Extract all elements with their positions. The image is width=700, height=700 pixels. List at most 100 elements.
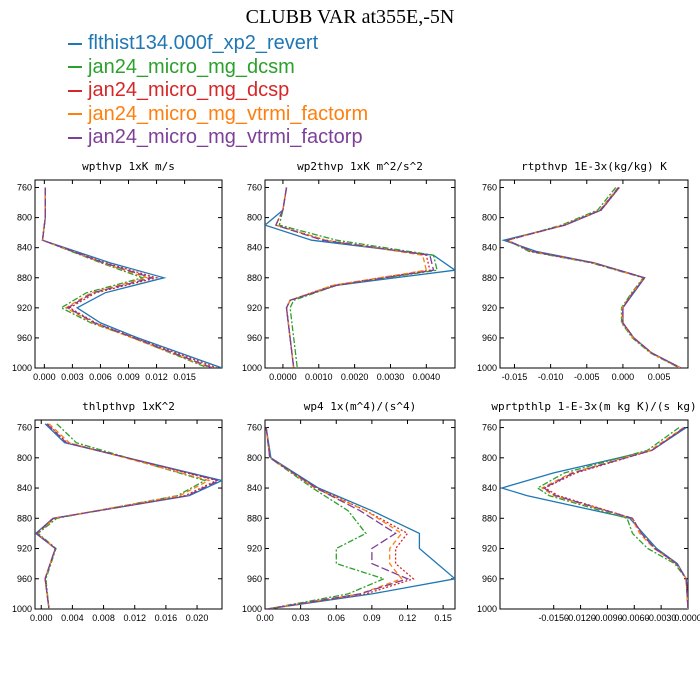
ytick-label-2-5: 960 bbox=[482, 333, 497, 343]
legend-item-3: jan24_micro_mg_vtrmi_factorm bbox=[68, 103, 368, 127]
xtick-label-4-2: 0.06 bbox=[327, 613, 345, 623]
legend-item-2: jan24_micro_mg_dcsp bbox=[68, 79, 368, 103]
panel-frame-0 bbox=[34, 179, 223, 369]
panel-title-3: thlpthvp 1xK^2 bbox=[82, 400, 175, 413]
series-line-5-4 bbox=[542, 427, 688, 609]
xtick-label-5-1: -0.0120 bbox=[565, 613, 596, 623]
panel-0: wpthvp 1xK m/s76080084088092096010000.00… bbox=[12, 160, 223, 382]
ytick-label-1-6: 1000 bbox=[242, 363, 262, 373]
ytick-label-0-6: 1000 bbox=[12, 363, 32, 373]
figure-title: CLUBB VAR at355E,-5N bbox=[245, 6, 455, 28]
xtick-label-2-2: -0.005 bbox=[574, 372, 600, 382]
panel-1: wp2thvp 1xK m^2/s^2 760 800 840 880 920 960 100… bbox=[242, 160, 456, 382]
legend-label-2: jan24_micro_mg_dcsp bbox=[88, 79, 290, 101]
legend-item-1: jan24_micro_mg_dcsm bbox=[68, 56, 368, 80]
xtick-label-0-1: 0.003 bbox=[61, 372, 84, 382]
series-line-1-2 bbox=[274, 187, 431, 368]
xtick-label-5-4: -0.0030 bbox=[646, 613, 677, 623]
ytick-label-4-1: 800 bbox=[247, 453, 262, 463]
ytick-label-1-2: 840 bbox=[247, 243, 262, 253]
panel-2: rtpthvp 1E-3x(kg/kg) K 760 800 840 880 920 960… bbox=[477, 160, 689, 382]
xtick-label-0-2: 0.006 bbox=[89, 372, 112, 382]
ytick-label-3-2: 840 bbox=[17, 483, 32, 493]
ytick-label-0-0: 760 bbox=[17, 183, 32, 193]
series-line-2-4 bbox=[505, 187, 682, 368]
ytick-label-2-3: 880 bbox=[482, 273, 497, 283]
xtick-label-5-0: -0.0150 bbox=[538, 613, 569, 623]
series-line-2-0 bbox=[501, 187, 682, 368]
legend: flthist134.000f_xp2_revert jan24_micro_m… bbox=[68, 32, 368, 150]
xtick-label-0-5: 0.015 bbox=[173, 372, 196, 382]
ytick-label-1-4: 920 bbox=[247, 303, 262, 313]
xtick-label-4-5: 0.15 bbox=[434, 613, 452, 623]
series-line-5-2 bbox=[543, 427, 688, 609]
xtick-label-5-5: 0.0000 bbox=[674, 613, 700, 623]
ytick-label-2-0: 760 bbox=[482, 183, 497, 193]
ytick-label-2-4: 920 bbox=[482, 303, 497, 313]
ytick-label-4-2: 840 bbox=[247, 483, 262, 493]
ytick-label-2-1: 800 bbox=[482, 213, 497, 223]
ytick-label-5-1: 800 bbox=[482, 453, 497, 463]
series-line-1-1 bbox=[278, 187, 438, 368]
ytick-label-3-0: 760 bbox=[17, 423, 32, 433]
panel-frame-3 bbox=[34, 419, 223, 610]
series-line-4-0 bbox=[265, 427, 455, 609]
ytick-label-1-3: 880 bbox=[247, 273, 262, 283]
xtick-label-4-1: 0.03 bbox=[292, 613, 310, 623]
xtick-label-3-1: 0.004 bbox=[61, 613, 84, 623]
ytick-label-0-5: 960 bbox=[17, 333, 32, 343]
xtick-label-0-0: 0.000 bbox=[33, 372, 56, 382]
legend-label-3: jan24_micro_mg_vtrmi_factorm bbox=[88, 102, 369, 125]
legend-swatch-0 bbox=[68, 42, 82, 45]
series-line-4-3 bbox=[265, 427, 403, 609]
legend-item-4: jan24_micro_mg_vtrmi_factorp bbox=[68, 126, 368, 150]
series-line-1-3 bbox=[274, 187, 428, 368]
ytick-label-5-3: 880 bbox=[482, 513, 497, 523]
ytick-label-5-6: 1000 bbox=[477, 604, 497, 614]
series-line-4-2 bbox=[265, 427, 415, 609]
ytick-label-4-4: 920 bbox=[247, 544, 262, 554]
series-line-5-1 bbox=[536, 427, 688, 609]
xtick-label-1-0: 0.0000 bbox=[269, 372, 297, 382]
panel-3: thlpthvp 1xK^276080084088092096010000.00… bbox=[12, 400, 223, 623]
panel-4: wp4 1x(m^4)/(s^4)76080084088092096010000… bbox=[242, 400, 456, 623]
legend-swatch-3 bbox=[68, 113, 82, 116]
ytick-label-4-6: 1000 bbox=[242, 604, 262, 614]
ytick-label-1-5: 960 bbox=[247, 333, 262, 343]
xtick-label-2-4: 0.005 bbox=[648, 372, 671, 382]
ytick-label-1-1: 800 bbox=[247, 213, 262, 223]
ytick-label-0-1: 800 bbox=[17, 213, 32, 223]
panel-title-1: wp2thvp 1xK m^2/s^2 bbox=[297, 160, 423, 173]
series-line-5-3 bbox=[540, 427, 688, 609]
series-line-0-0 bbox=[41, 187, 222, 368]
series-line-0-3 bbox=[41, 187, 212, 368]
panel-title-5: wprtpthlp 1-E-3x(m kg K)/(s kg) bbox=[491, 400, 696, 413]
xtick-label-4-4: 0.12 bbox=[399, 613, 417, 623]
xtick-label-1-4: 0.0040 bbox=[413, 372, 441, 382]
legend-label-1: jan24_micro_mg_dcsm bbox=[88, 55, 295, 78]
legend-swatch-2 bbox=[68, 89, 82, 92]
xtick-label-2-3: 0.000 bbox=[612, 372, 635, 382]
xtick-label-3-4: 0.016 bbox=[155, 613, 178, 623]
series-line-2-3 bbox=[505, 187, 681, 368]
legend-item-0: flthist134.000f_xp2_revert bbox=[68, 32, 368, 56]
ytick-label-3-6: 1000 bbox=[12, 604, 32, 614]
series-line-4-1 bbox=[265, 427, 386, 609]
ytick-label-2-2: 840 bbox=[482, 243, 497, 253]
ytick-label-5-4: 920 bbox=[482, 544, 497, 554]
ytick-label-5-5: 960 bbox=[482, 574, 497, 584]
ytick-label-3-1: 800 bbox=[17, 453, 32, 463]
xtick-label-1-3: 0.0030 bbox=[377, 372, 405, 382]
xtick-label-4-0: 0.00 bbox=[256, 613, 274, 623]
xtick-label-3-3: 0.012 bbox=[123, 613, 146, 623]
ytick-label-3-3: 880 bbox=[17, 513, 32, 523]
xtick-label-2-1: -0.010 bbox=[538, 372, 564, 382]
xtick-label-4-3: 0.09 bbox=[363, 613, 381, 623]
panel-frame-1 bbox=[264, 179, 456, 369]
ytick-label-4-3: 880 bbox=[247, 513, 262, 523]
series-line-0-4 bbox=[41, 187, 213, 368]
xtick-label-3-0: 0.000 bbox=[30, 613, 53, 623]
ytick-label-0-3: 880 bbox=[17, 273, 32, 283]
xtick-label-2-0: -0.015 bbox=[502, 372, 528, 382]
